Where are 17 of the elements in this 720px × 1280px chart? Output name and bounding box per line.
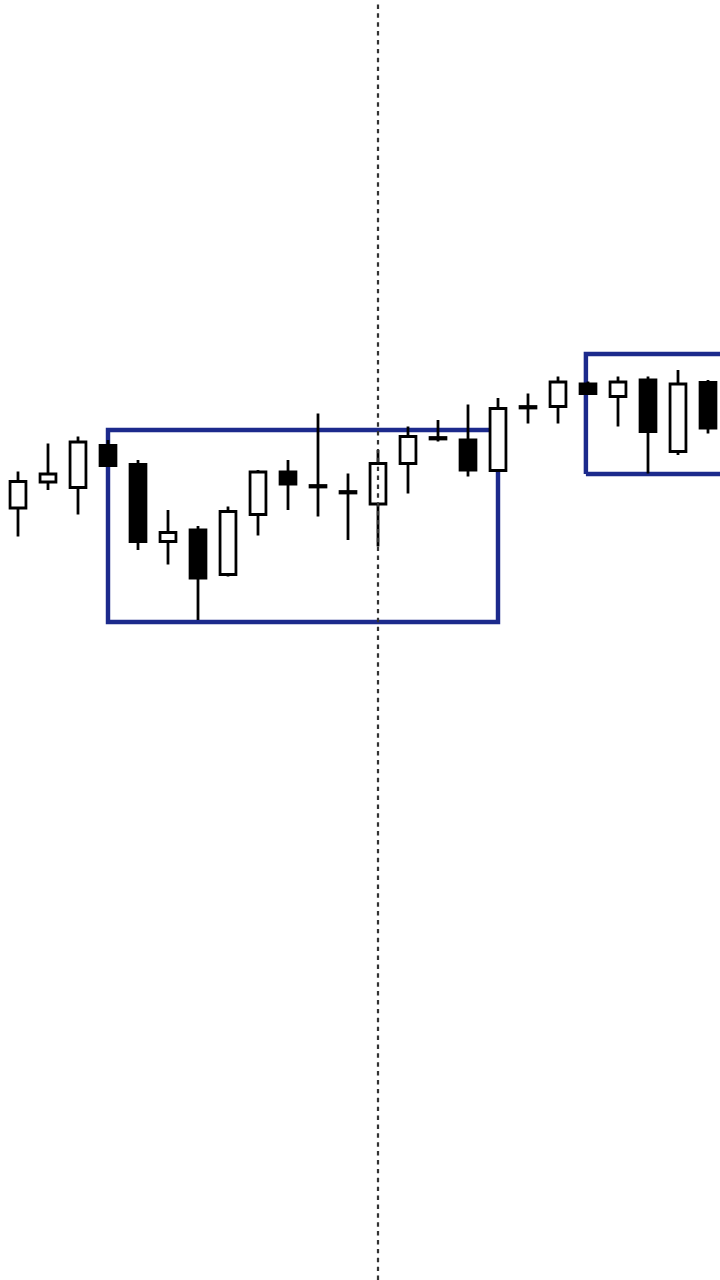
candlestick — [608, 375, 628, 428]
candlestick — [188, 524, 208, 620]
candlestick — [428, 418, 448, 443]
candlestick — [458, 403, 478, 478]
candlestick — [308, 412, 328, 518]
candlestick — [8, 470, 28, 538]
candlestick — [338, 472, 358, 542]
candlestick — [398, 425, 418, 495]
candlestick — [158, 508, 178, 566]
candlestick — [518, 392, 538, 425]
candlestick — [98, 438, 118, 468]
candlestick — [278, 458, 298, 512]
candlestick — [698, 378, 718, 435]
candlestick — [68, 435, 88, 516]
candlestick — [248, 468, 268, 537]
candlestick — [38, 442, 58, 492]
candlestick — [548, 375, 568, 425]
